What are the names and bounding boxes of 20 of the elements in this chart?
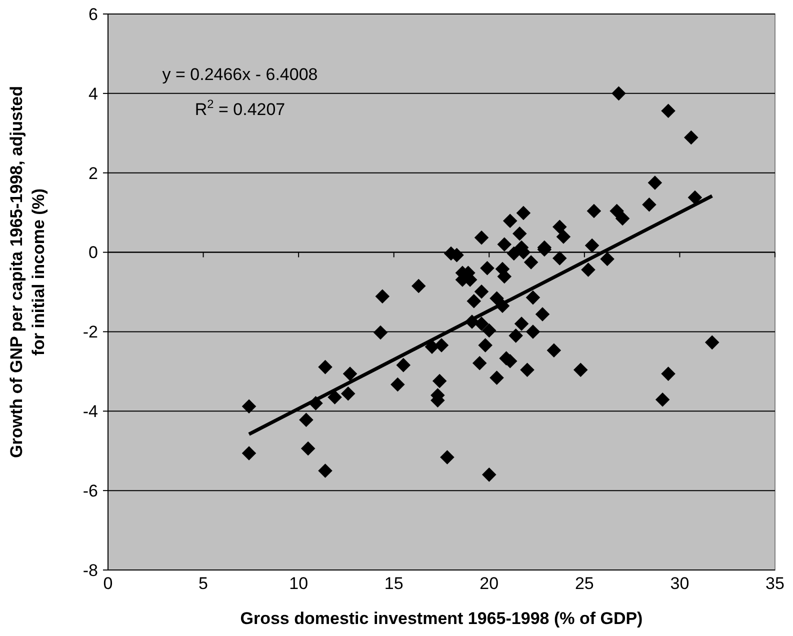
x-tick-label: 20: [480, 574, 499, 593]
x-tick-label: 35: [766, 574, 784, 593]
x-tick-label: 0: [103, 574, 113, 593]
y-tick-label: 6: [88, 4, 98, 24]
annotation: y = 0.2466x - 6.4008: [162, 65, 318, 84]
y-tick-label: -4: [82, 402, 98, 422]
annotation: R$^{2}$ = 0.4207: [194, 97, 286, 119]
y-tick-label: -6: [82, 482, 98, 501]
x-tick-label: 25: [574, 574, 594, 593]
x-tick-label: 30: [670, 574, 690, 593]
y-axis-title: Growth of GNP per capita 1965-1998, adjusted for initial income (%): [7, 86, 48, 458]
x-tick-label: 15: [384, 574, 404, 593]
x-axis-title: Gross domestic investment 1965-1998 (% of GDP): [240, 609, 643, 628]
x-tick-label: 10: [289, 574, 308, 593]
y-tick-label: 0: [88, 243, 98, 262]
y-tick-label: -2: [82, 322, 98, 342]
x-tick-label: 5: [198, 574, 208, 593]
y-tick-label: 4: [88, 84, 98, 104]
y-tick-label: 2: [88, 164, 98, 183]
y-tick-label: -8: [82, 560, 98, 580]
